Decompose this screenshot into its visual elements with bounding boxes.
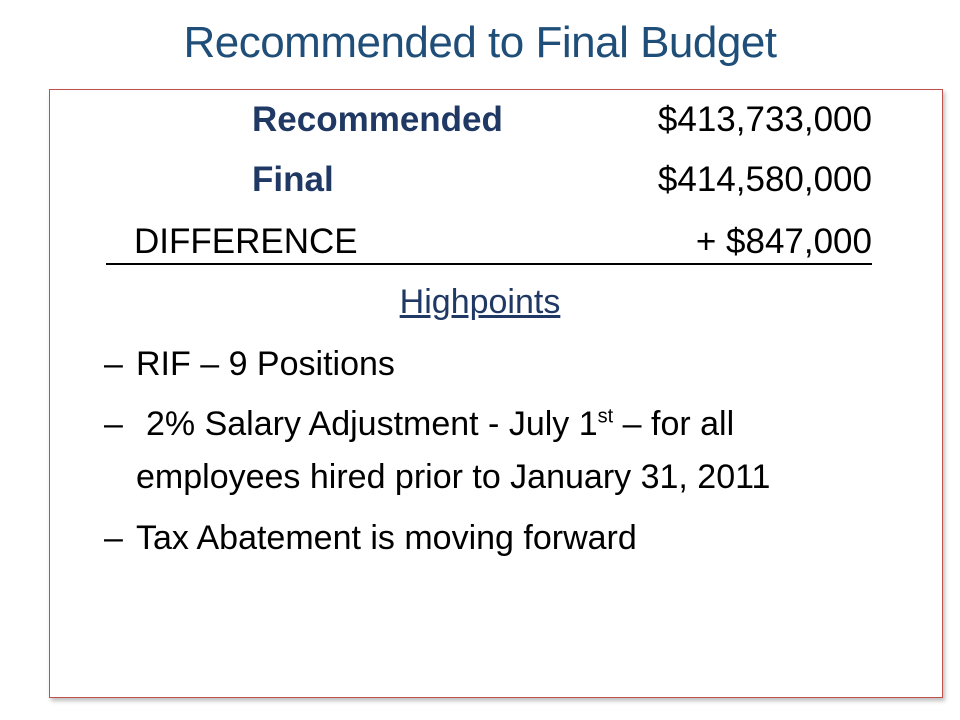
content-box xyxy=(49,89,943,698)
bullet-dash: – xyxy=(104,345,123,383)
bullet-dash: – xyxy=(104,405,123,443)
salary-ordinal-suffix: st xyxy=(597,405,614,428)
bullet-item-salary-line2: employees hired prior to January 31, 201… xyxy=(136,458,771,496)
difference-underline xyxy=(106,263,872,265)
final-amount: $414,580,000 xyxy=(657,160,872,199)
recommended-amount: $413,733,000 xyxy=(657,100,872,139)
bullet-item-rif: RIF – 9 Positions xyxy=(136,345,395,383)
highpoints-heading: Highpoints xyxy=(399,283,561,321)
recommended-label: Recommended xyxy=(252,100,503,139)
salary-text-after: – for all xyxy=(613,405,735,443)
slide-title: Recommended to Final Budget xyxy=(183,18,777,67)
bullet-item-salary: 2% Salary Adjustment - July 1st – for al… xyxy=(146,405,734,444)
final-label: Final xyxy=(252,160,334,199)
bullet-dash: – xyxy=(104,519,123,557)
bullet-item-tax: Tax Abatement is moving forward xyxy=(136,519,637,557)
salary-text-before: 2% Salary Adjustment - July 1 xyxy=(146,405,598,443)
difference-label: DIFFERENCE xyxy=(134,222,358,261)
difference-amount: + $847,000 xyxy=(695,222,872,261)
